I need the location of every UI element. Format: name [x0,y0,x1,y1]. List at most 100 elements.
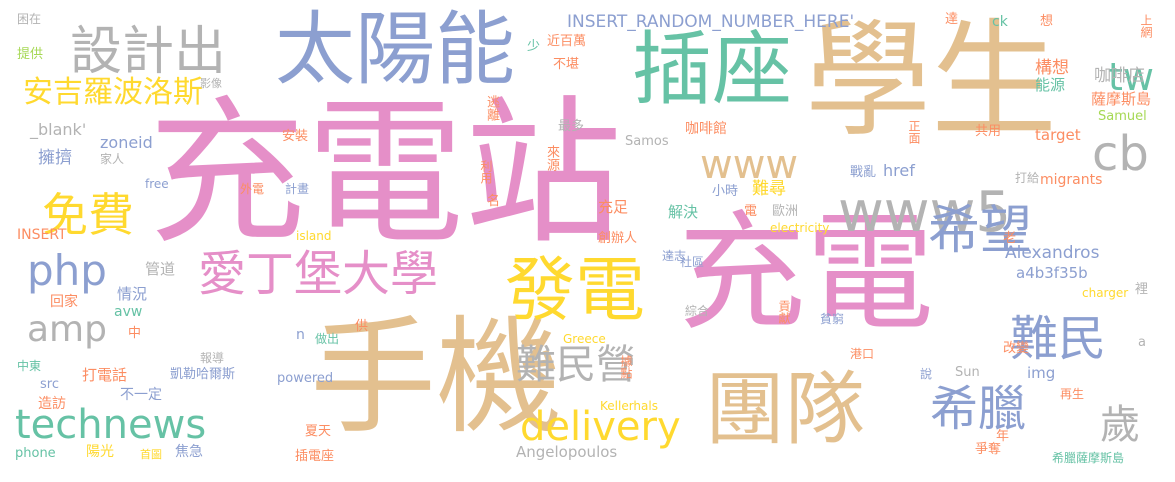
word: Kellerhals [600,399,658,413]
word: 團隊 [705,363,865,456]
word: 再生 [1060,387,1085,401]
word: phone [15,446,56,461]
word: 陽光 [86,444,114,460]
word: delivery [520,404,681,450]
word: 貧窮 [820,312,845,326]
word: 說 [920,367,933,381]
word: _blank' [30,120,87,139]
word: 發電 [505,249,645,331]
word: 插座 [632,23,792,116]
word: 想 [1040,14,1054,29]
word: 改變 [1003,341,1030,356]
word: 咖啡館 [685,121,727,137]
word: 充電站 [148,82,622,266]
word: 困在 [17,12,42,26]
word: 外電 [240,182,265,196]
word: 歲 [1100,402,1140,448]
word: 貢獻 [777,300,791,324]
word: href [883,161,915,180]
word: 難民營 [516,342,636,388]
word: 利用 [479,160,493,184]
word: 希望 [928,201,1033,261]
word: 綜合 [685,304,710,318]
word: 愛丁堡大學 [198,246,439,302]
word: 名 [487,194,501,209]
word: 情況 [117,285,148,303]
word: Samos [625,134,669,149]
word: 中 [128,326,142,341]
word: 希臘薩摩斯島 [1052,451,1125,465]
word: 學生 [805,7,1057,154]
word: zoneid [100,133,153,152]
word: Angelopoulos [516,443,618,461]
word: 提供 [17,47,44,62]
word: a4b3f35b [1016,264,1088,282]
word: avw [114,304,143,320]
word: 焦急 [175,444,203,460]
word: 社區 [680,255,705,269]
word: cb [1092,126,1149,182]
word: 首圖 [140,448,162,461]
word: charger [1082,286,1129,300]
word: 管道 [145,260,176,278]
word: img [1027,364,1056,382]
word: src [40,377,59,392]
word: 不堪 [553,57,580,72]
word: a [1138,335,1146,350]
word: 太陽能 [275,3,515,96]
word: 達 [945,12,959,27]
word: 近百萬 [547,34,587,49]
word: 計畫 [285,182,310,196]
word: 凱勒哈爾斯 [170,367,236,382]
word: 影像 [200,77,222,90]
word: 手機 [310,304,562,451]
word: 插電座 [295,449,335,464]
word: 老 [1003,231,1017,246]
word: 達志 [662,249,687,263]
word: 希臘 [930,381,1027,437]
word: 咖啡店 [1094,66,1145,86]
word: electricity [770,221,830,235]
word: 中東 [17,359,42,373]
word: technews [15,402,207,448]
word: 打電話 [82,366,128,384]
word: 不一定 [120,387,162,403]
word: 來源 [544,145,559,171]
word: 逃離 [484,95,499,121]
word: 裡 [1135,282,1149,297]
word: tw [1108,55,1154,99]
word: 安吉羅波洛斯 [23,75,203,110]
word: Greece [563,332,606,346]
word: INSERT_RANDOM_NUMBER_HERE' [567,12,855,32]
word: migrants [1040,172,1103,188]
word: 報導 [200,351,225,365]
word: Alexandros [1005,243,1100,263]
word: 構想 [1035,58,1069,78]
word: 共用 [975,124,1002,139]
word: 難尋 [752,179,786,199]
word: 電 [744,204,758,219]
word: powered [277,371,334,386]
word: 少 [527,39,541,54]
word: 正面 [907,120,921,144]
word: Samuel [1098,109,1147,124]
word: 擁擠 [38,148,72,168]
word: 充電 [678,199,935,348]
word: free [145,177,169,191]
word: 據點 [619,355,633,379]
word: 設計出 [70,22,227,82]
word: www [700,142,799,188]
word: 充足 [598,198,629,216]
word: target [1035,126,1081,144]
word: 戰亂 [850,165,877,180]
word: 薩摩斯島 [1091,90,1152,108]
word: Sun [955,365,980,380]
word: INSERT [17,227,67,243]
word: 最多 [558,119,585,134]
word: 家人 [100,152,125,166]
word: 年 [996,429,1010,444]
word: 港口 [850,347,875,361]
word: 歐洲 [772,204,799,219]
word: 安裝 [282,129,309,144]
